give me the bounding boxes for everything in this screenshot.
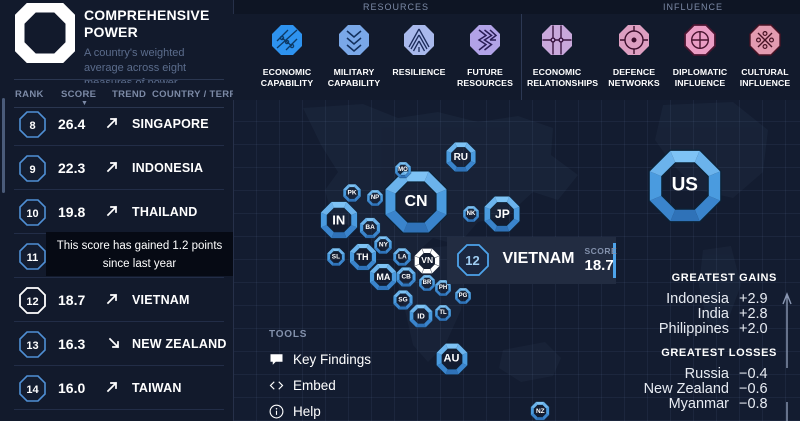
svg-text:11: 11 [27, 252, 39, 264]
svg-text:10: 10 [26, 208, 38, 220]
svg-text:8: 8 [29, 120, 35, 132]
svg-text:13: 13 [26, 340, 38, 352]
svg-text:9: 9 [29, 164, 35, 176]
svg-text:12: 12 [26, 296, 38, 308]
svg-text:14: 14 [26, 384, 39, 396]
